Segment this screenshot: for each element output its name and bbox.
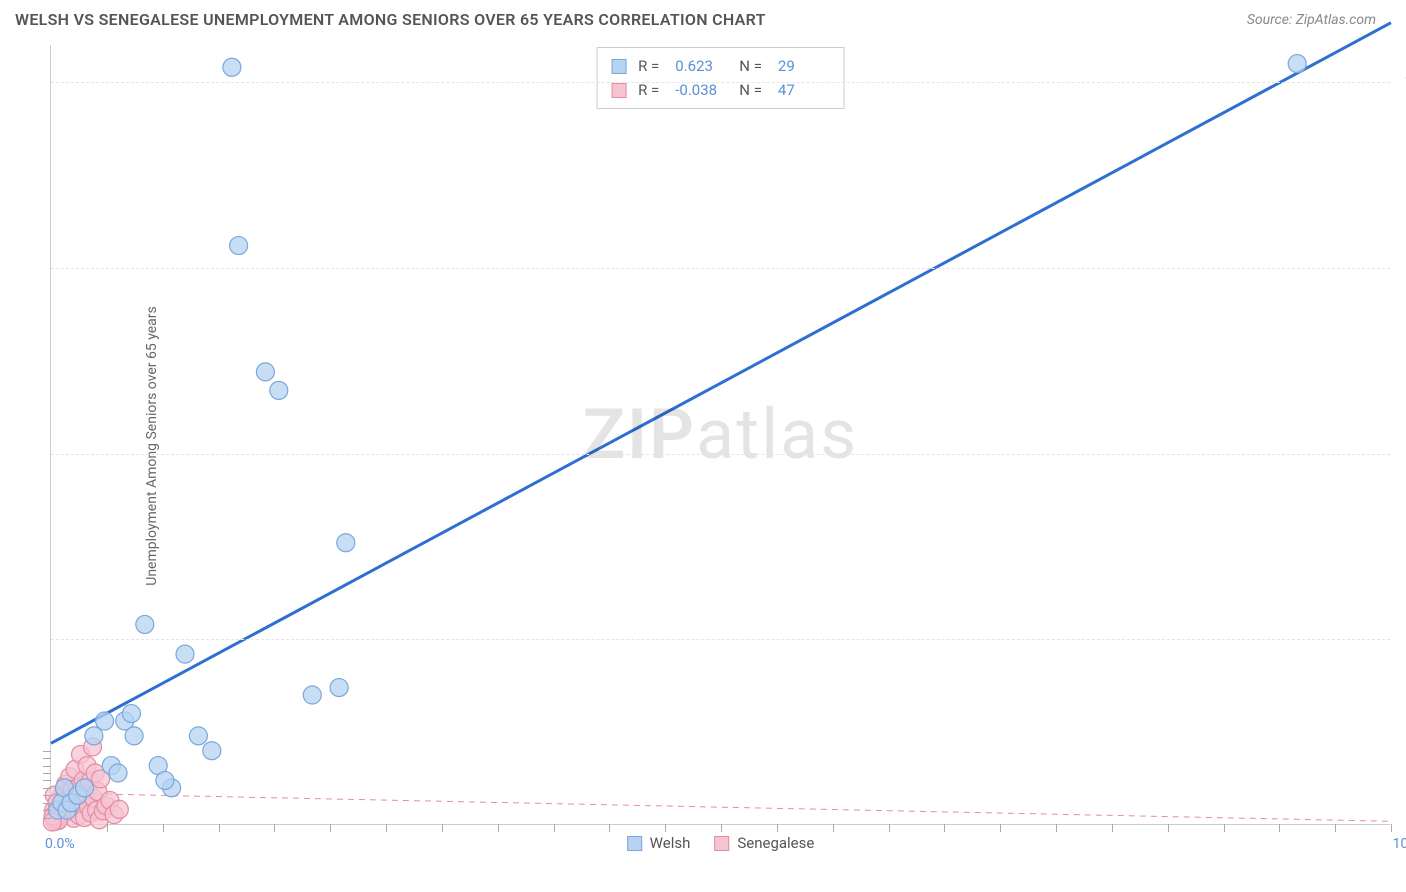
y-tick: [43, 766, 51, 767]
welsh-point: [125, 727, 143, 745]
x-tick: [777, 824, 778, 832]
gridline-h: [51, 454, 1390, 455]
y-tick: [43, 788, 51, 789]
x-tick: [1000, 824, 1001, 832]
welsh-point: [270, 381, 288, 399]
legend-item-senegalese: Senegalese: [714, 834, 814, 852]
welsh-point: [176, 645, 194, 663]
welsh-point: [156, 771, 174, 789]
legend-swatch-senegalese-icon: [714, 836, 729, 851]
x-tick: [163, 824, 164, 832]
x-tick: [889, 824, 890, 832]
y-tick: [43, 818, 51, 819]
chart-title: WELSH VS SENEGALESE UNEMPLOYMENT AMONG S…: [15, 10, 766, 29]
welsh-point: [96, 712, 114, 730]
x-tick: [1112, 824, 1113, 832]
x-tick: [330, 824, 331, 832]
correlation-stats-box: R =0.623N =29R =-0.038N =47: [596, 47, 845, 109]
y-tick: [43, 758, 51, 759]
welsh-point: [203, 742, 221, 760]
gridline-h: [51, 639, 1390, 640]
legend-item-welsh: Welsh: [627, 834, 691, 852]
r-value: 0.623: [675, 54, 727, 78]
chart-plot-area: ZIPatlas R =0.623N =29R =-0.038N =47 Wel…: [50, 45, 1390, 825]
x-tick: [609, 824, 610, 832]
x-tick: [721, 824, 722, 832]
x-tick: [1056, 824, 1057, 832]
legend-bottom: Welsh Senegalese: [627, 834, 815, 852]
x-tick: [1224, 824, 1225, 832]
x-tick: [833, 824, 834, 832]
welsh-point: [122, 705, 140, 723]
n-value: 29: [778, 54, 830, 78]
y-tick: [43, 810, 51, 811]
welsh-point: [230, 237, 248, 255]
x-tick: [386, 824, 387, 832]
x-tick: [1335, 824, 1336, 832]
gridline-h: [51, 268, 1390, 269]
y-tick: [43, 780, 51, 781]
swatch-senegalese-icon: [611, 83, 626, 98]
x-tick: [944, 824, 945, 832]
welsh-point: [303, 686, 321, 704]
y-tick: [43, 795, 51, 796]
welsh-trend-line: [51, 23, 1391, 744]
legend-swatch-welsh-icon: [627, 836, 642, 851]
legend-label: Welsh: [650, 834, 691, 852]
welsh-point: [1288, 55, 1306, 73]
y-tick: [43, 773, 51, 774]
welsh-point: [109, 764, 127, 782]
x-tick: [219, 824, 220, 832]
welsh-point: [76, 779, 94, 797]
n-label: N =: [739, 54, 762, 78]
x-tick: [442, 824, 443, 832]
scatter-plot-svg: [51, 45, 1390, 824]
x-axis-end-label: 100.0%: [1393, 836, 1406, 852]
x-tick: [498, 824, 499, 832]
x-tick: [107, 824, 108, 832]
x-tick: [554, 824, 555, 832]
welsh-point: [330, 679, 348, 697]
x-tick: [1168, 824, 1169, 832]
legend-label: Senegalese: [737, 834, 814, 852]
welsh-point: [337, 534, 355, 552]
y-tick: [43, 751, 51, 752]
welsh-point: [223, 58, 241, 76]
welsh-point: [136, 615, 154, 633]
x-tick: [1391, 824, 1392, 832]
gridline-h: [51, 82, 1390, 83]
x-axis-origin-label: 0.0%: [45, 836, 75, 852]
source-attribution: Source: ZipAtlas.com: [1247, 12, 1376, 28]
x-tick: [274, 824, 275, 832]
x-tick: [1279, 824, 1280, 832]
stats-row-welsh: R = 0.623 N = 29: [611, 54, 830, 78]
x-tick: [665, 824, 666, 832]
y-tick: [43, 803, 51, 804]
welsh-point: [85, 727, 103, 745]
welsh-point: [256, 363, 274, 381]
swatch-welsh-icon: [611, 59, 626, 74]
senegalese-trend-line: [51, 793, 1391, 821]
r-label: R =: [638, 54, 659, 78]
welsh-point: [189, 727, 207, 745]
senegalese-point: [110, 800, 128, 818]
